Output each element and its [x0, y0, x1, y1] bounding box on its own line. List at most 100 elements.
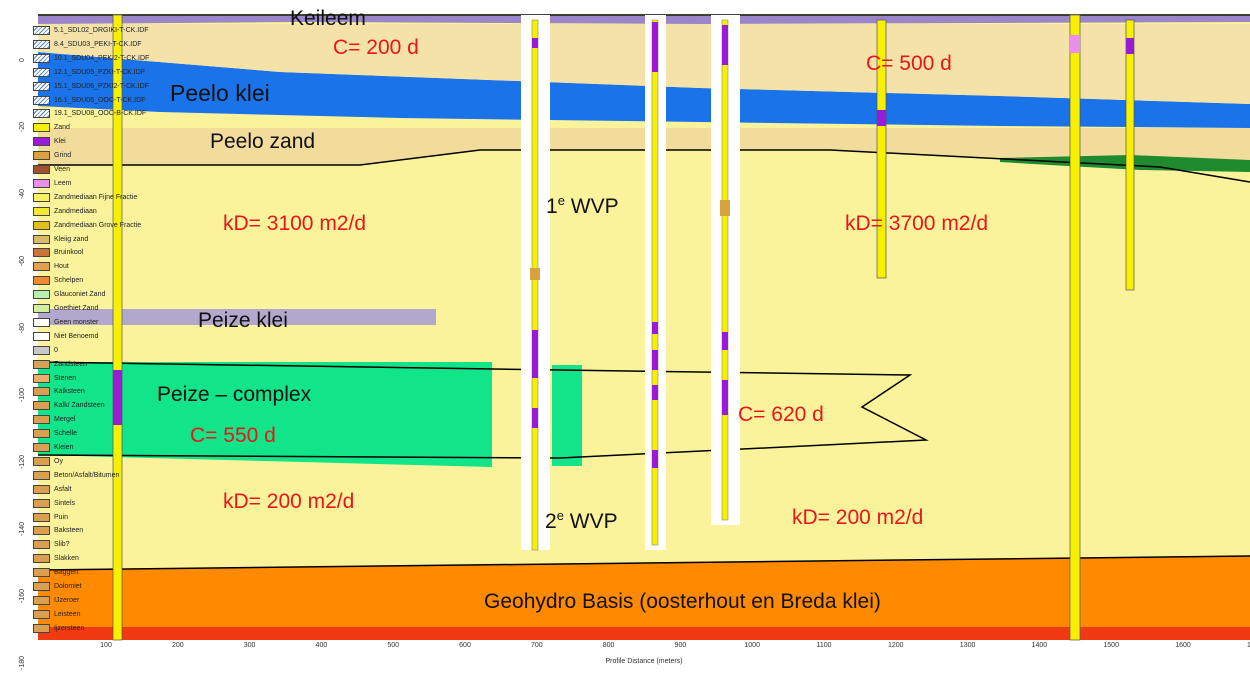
- peize-complex-label: Peize – complex: [157, 383, 312, 406]
- legend-swatch: [33, 234, 50, 244]
- legend-label: Asfalt: [54, 485, 72, 493]
- legend-item: Niet Benoemd: [33, 331, 98, 342]
- borehole-3-clay-e: [652, 450, 658, 468]
- legend-swatch: [33, 484, 50, 494]
- c-550-label: C= 550 d: [190, 424, 276, 447]
- legend-item: Puin: [33, 512, 68, 523]
- legend-label: Leisteen: [54, 610, 81, 618]
- legend-item: 0: [33, 345, 58, 356]
- legend-item: Ijzersteen: [33, 623, 84, 634]
- legend-label: Beton/Asfalt/Bitumen: [54, 471, 120, 479]
- legend-swatch: [33, 443, 50, 452]
- legend-label: 0: [54, 346, 58, 354]
- legend-swatch: [33, 554, 50, 564]
- keileem-layer: [38, 16, 1250, 24]
- borehole-4-grind: [720, 200, 730, 216]
- legend-swatch: [33, 192, 50, 202]
- legend-swatch: [33, 206, 50, 216]
- legend-swatch: [33, 331, 50, 341]
- legend-item: Mergel: [33, 414, 75, 425]
- legend-item: Slakken: [33, 553, 79, 564]
- legend-label: Zandmediaan Fijne Fractie: [54, 193, 138, 201]
- legend-item: Veen: [33, 164, 70, 175]
- borehole-3-clay-c: [652, 350, 658, 370]
- borehole-3-clay-a: [652, 22, 658, 72]
- legend-swatch: [33, 345, 50, 355]
- legend-item: 12.1_SDU05_PZKI-T-CK.IDF: [33, 67, 145, 78]
- legend-swatch: [33, 387, 50, 397]
- legend-item: Asfalt: [33, 484, 72, 495]
- legend-label: Stenen: [54, 374, 77, 382]
- legend-item: Bruinkool: [33, 247, 83, 258]
- legend-item: Stenen: [33, 373, 76, 384]
- legend-label: Leem: [54, 179, 72, 187]
- legend-item: Zandmediaan Grove Fractie: [33, 220, 141, 231]
- legend-item: Kleiig zand: [33, 234, 88, 245]
- legend-label: Slakken: [54, 555, 79, 563]
- y-tick-label: -120: [19, 455, 26, 469]
- legend-swatch: [33, 262, 50, 272]
- boundary-geohydro-top: [37, 555, 1250, 571]
- legend-swatch: [33, 109, 50, 119]
- legend-item: Schelle: [33, 428, 77, 439]
- green-lens: [1000, 155, 1250, 172]
- legend-label: Niet Benoemd: [54, 332, 99, 340]
- legend-item: IJzeroer: [33, 595, 79, 606]
- legend-swatch: [33, 317, 50, 327]
- legend-item: Zandsteen: [33, 359, 87, 370]
- y-tick-label: -40: [19, 189, 26, 199]
- legend-swatch: [33, 540, 50, 550]
- legend-item: 19.1_SDU08_OOC-B-CK.IDF: [33, 108, 146, 119]
- y-tick-label: -60: [19, 256, 26, 266]
- wvp-1-text: WVP: [564, 195, 619, 218]
- borehole-column-1: [112, 14, 123, 641]
- y-tick-label: -100: [19, 388, 26, 402]
- legend-label: Glauconiet Zand: [54, 291, 106, 299]
- legend-label: Zandmediaan: [54, 207, 97, 215]
- legend-swatch: [33, 178, 50, 188]
- legend-label: 5.1_SDL02_DRGIKI-T-CK.IDF: [54, 27, 149, 34]
- c-200-label: C= 200 d: [333, 36, 419, 59]
- y-axis-ticks: 0 -20 -40 -60 -80 -100 -120 -140 -160 -180: [19, 58, 26, 670]
- legend-swatch: [33, 623, 50, 633]
- legend-item: Beton/Asfalt/Bitumen: [33, 470, 119, 481]
- legend-label: Goethiet Zand: [54, 305, 99, 312]
- legend-item: Klei: [33, 136, 66, 147]
- y-tick-label: -140: [19, 522, 26, 536]
- borehole-column-3: [651, 19, 659, 546]
- legend-swatch: [33, 276, 50, 286]
- keileem-label: Keileem: [290, 7, 366, 30]
- y-tick-label: -20: [19, 122, 26, 132]
- legend-swatch: [33, 568, 50, 578]
- borehole-5-clay: [877, 110, 886, 126]
- legend-item: 15.1_SDU06_PZKI2-T-CK.IDF: [33, 81, 149, 92]
- wvp-2-number: 2: [545, 510, 557, 533]
- legend-swatch: [33, 151, 50, 161]
- peelo-zand-layer: [38, 128, 1250, 165]
- legend-label: Grind: [54, 152, 72, 160]
- legend-label: Puin: [54, 513, 69, 521]
- x-tick-label: 800: [602, 642, 615, 649]
- borehole-2-clay-b: [532, 330, 538, 378]
- geohydro-basis-layer: [38, 556, 1250, 640]
- legend-swatch: [33, 429, 50, 439]
- legend-item: Hout: [33, 261, 69, 272]
- x-tick-label: 1600: [1175, 642, 1191, 649]
- y-axis-strip: [0, 15, 38, 640]
- x-tick-label: 400: [315, 642, 328, 649]
- legend-swatch: [33, 512, 50, 522]
- borehole-4-clay-b: [722, 332, 728, 350]
- legend-label: Bruinkool: [54, 249, 84, 257]
- legend-item: Zandmediaan: [33, 206, 97, 217]
- legend-swatch: [33, 67, 50, 77]
- wvp-2-superscript: e: [556, 508, 564, 523]
- wvp-1-superscript: e: [557, 193, 565, 208]
- borehole-6-leem: [1070, 35, 1080, 53]
- legend-label: Slib?: [54, 541, 70, 549]
- borehole-1-clay: [113, 370, 122, 425]
- lithology-legend: 5.1_SDL02_DRGIKI-T-CK.IDF 8.4_SDU03_PEKI-…: [33, 25, 173, 645]
- legend-label: 19.1_SDU08_OOC-B-CK.IDF: [54, 110, 147, 118]
- borehole-3-clay-b: [652, 322, 658, 334]
- wvp-2-label: 2e WVP: [545, 508, 618, 534]
- wvp-1-label: 1e WVP: [546, 193, 619, 219]
